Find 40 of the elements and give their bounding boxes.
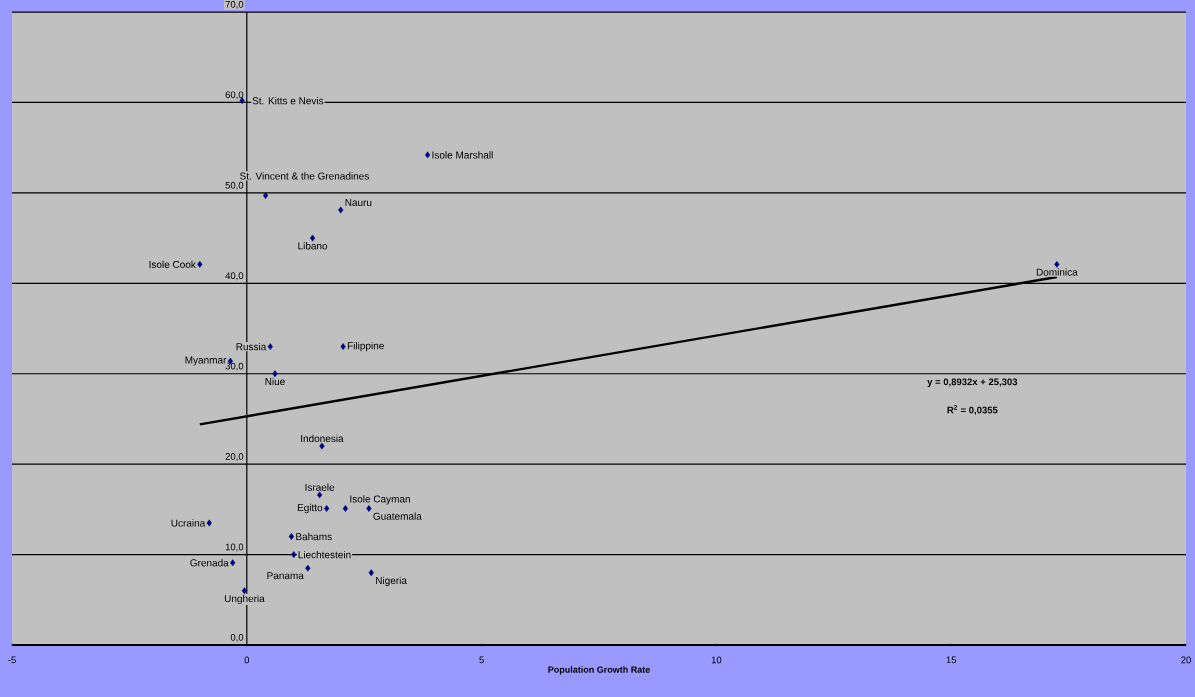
annotation: Indonesia <box>301 434 344 443</box>
y-tick-label: 0,0 <box>230 633 244 642</box>
x-tick-label: 5 <box>479 656 484 664</box>
annotation: Dominica <box>1036 268 1078 276</box>
annotation: Guatemala <box>373 512 422 520</box>
annotation: Nigeria <box>376 576 407 586</box>
annotation: St. Vincent & the Grenadines <box>240 172 369 180</box>
annotation: Grenada <box>190 559 229 567</box>
annotation: Israele <box>305 483 335 491</box>
annotation: Filippine <box>347 341 384 352</box>
y-tick-label: 40,0 <box>225 272 244 281</box>
annotation: Ungheria <box>224 594 265 605</box>
annotation: Niue <box>265 377 285 386</box>
y-tick-label: 10,0 <box>225 543 244 552</box>
annotation: R$^{2}$ = 0,0355 <box>947 405 998 415</box>
annotation: Liechtestein <box>298 550 351 559</box>
y-tick-label: 50,0 <box>225 181 244 190</box>
annotation: Myanmar <box>185 356 227 366</box>
annotation: y = 0,8932x + 25,303 <box>927 378 1018 388</box>
x-axis-title: Population Growth Rate <box>548 666 650 675</box>
annotation: Bahams <box>296 532 332 541</box>
annotation: Libano <box>298 242 328 250</box>
y-tick-label: 70,0 <box>225 0 244 9</box>
y-tick-label: 30,0 <box>225 362 244 371</box>
annotation: Isole Cook <box>149 260 196 268</box>
annotation: St. Kitts e Nevis <box>252 96 324 105</box>
annotation: Russia <box>236 342 267 351</box>
annotation: Isole Marshall <box>432 151 493 159</box>
annotation: Isole Cayman <box>350 495 410 505</box>
x-tick-label: 15 <box>946 656 957 664</box>
y-tick-label: 20,0 <box>225 453 244 461</box>
x-tick-label: -5 <box>8 656 16 664</box>
x-tick-label: 0 <box>244 656 250 664</box>
x-tick-label: 20 <box>1181 656 1191 664</box>
annotation: Ucraina <box>171 519 206 527</box>
y-tick-label: 60,0 <box>225 91 244 100</box>
annotation: Nauru <box>345 199 372 207</box>
x-tick-label: 10 <box>711 656 722 664</box>
annotation: Egitto <box>297 503 323 514</box>
annotation: Panama <box>267 572 304 580</box>
